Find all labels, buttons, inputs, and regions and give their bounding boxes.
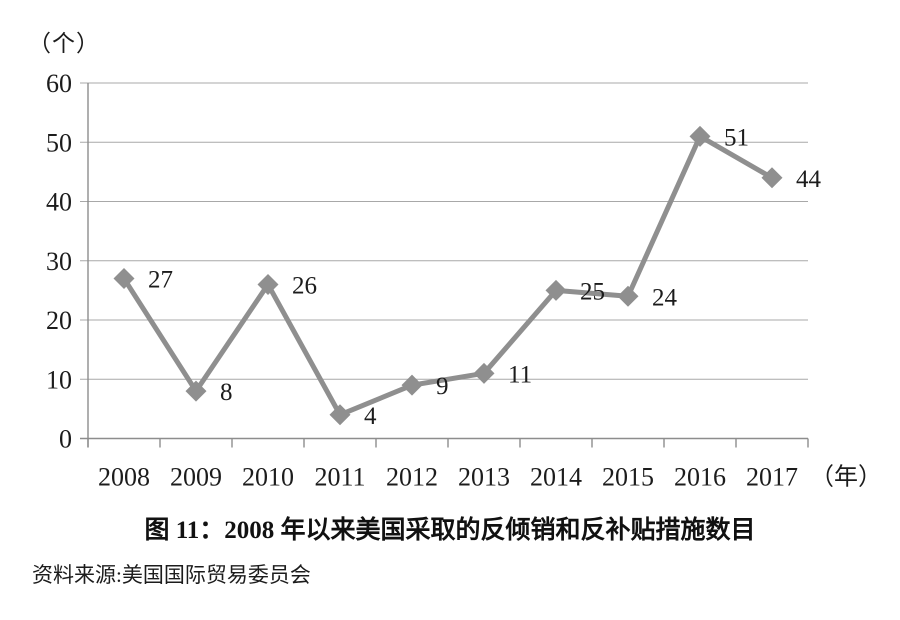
y-axis-tick-label: 30 <box>46 247 72 276</box>
y-axis-tick-label: 10 <box>46 365 72 394</box>
data-point-label: 51 <box>724 124 749 151</box>
line-chart: 0 10 20 30 40 50 60 2008 2009 2010 2011 2012 2013 201… <box>46 69 882 492</box>
data-point-label: 27 <box>148 267 173 294</box>
data-point-marker <box>761 167 783 189</box>
y-axis-tick-label: 0 <box>59 425 72 454</box>
y-axis-tick-label: 40 <box>46 188 72 217</box>
x-axis-tick-label: 2012 <box>386 463 438 492</box>
data-point-label: 4 <box>364 403 377 430</box>
x-axis-tick-label: 2016 <box>674 463 726 492</box>
data-point-marker <box>113 268 135 290</box>
y-axis-tick-label: 60 <box>46 69 72 98</box>
series-line <box>121 133 775 418</box>
data-point-label: 9 <box>436 373 449 400</box>
data-point-label: 11 <box>508 361 532 388</box>
data-point-label: 44 <box>796 166 822 193</box>
x-axis-tick-label: 2011 <box>314 463 365 492</box>
y-axis-unit-label: （个） <box>28 31 100 56</box>
data-point-label: 26 <box>292 272 317 299</box>
data-point-marker <box>401 374 423 396</box>
y-axis-tick-label: 50 <box>46 128 72 157</box>
x-axis-tick-label: 2017 <box>746 463 798 492</box>
x-axis-tick-label: 2015 <box>602 463 654 492</box>
figure-source: 资料来源:美国国际贸易委员会 <box>32 563 311 587</box>
data-point-marker <box>329 404 351 426</box>
y-axis-tick-label: 20 <box>46 306 72 335</box>
data-point-label: 25 <box>580 278 605 305</box>
data-point-label: 8 <box>220 379 233 406</box>
x-axis-tick-label: 2009 <box>170 463 222 492</box>
x-axis-tick-label: 2008 <box>98 463 150 492</box>
data-point-marker <box>473 362 495 384</box>
data-point-label: 24 <box>652 284 678 311</box>
data-point-marker <box>545 279 567 301</box>
data-point-marker <box>689 125 711 147</box>
data-point-marker <box>185 380 207 402</box>
x-axis-unit-label: （年） <box>810 464 882 491</box>
x-axis-tick-label: 2014 <box>530 463 582 492</box>
data-point-marker <box>617 285 639 307</box>
x-axis-tick-label: 2010 <box>242 463 294 492</box>
data-point-marker <box>257 273 279 295</box>
figure-caption: 图 11：2008 年以来美国采取的反倾销和反补贴措施数目 <box>144 517 756 544</box>
x-axis-tick-label: 2013 <box>458 463 510 492</box>
